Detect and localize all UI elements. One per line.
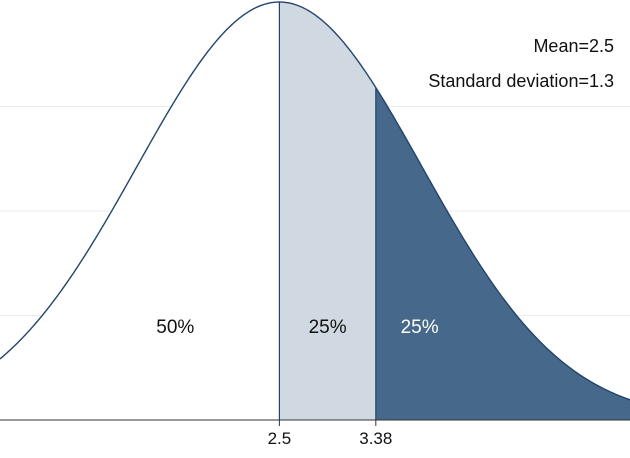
x-axis-ticks: 2.5 3.38: [268, 420, 392, 448]
x-tick-label-2: 3.38: [359, 429, 392, 448]
sd-annotation: Standard deviation=1.3: [428, 71, 614, 91]
mean-annotation: Mean=2.5: [533, 36, 614, 56]
region-right-25: [375, 87, 630, 420]
region-left-50: [0, 2, 280, 420]
density-curve: [0, 1, 630, 401]
region-label-right: 25%: [401, 317, 439, 338]
region-label-left: 50%: [156, 317, 194, 338]
region-middle-25: [279, 2, 376, 420]
x-tick-label-1: 2.5: [268, 429, 292, 448]
region-label-middle: 25%: [309, 317, 347, 338]
